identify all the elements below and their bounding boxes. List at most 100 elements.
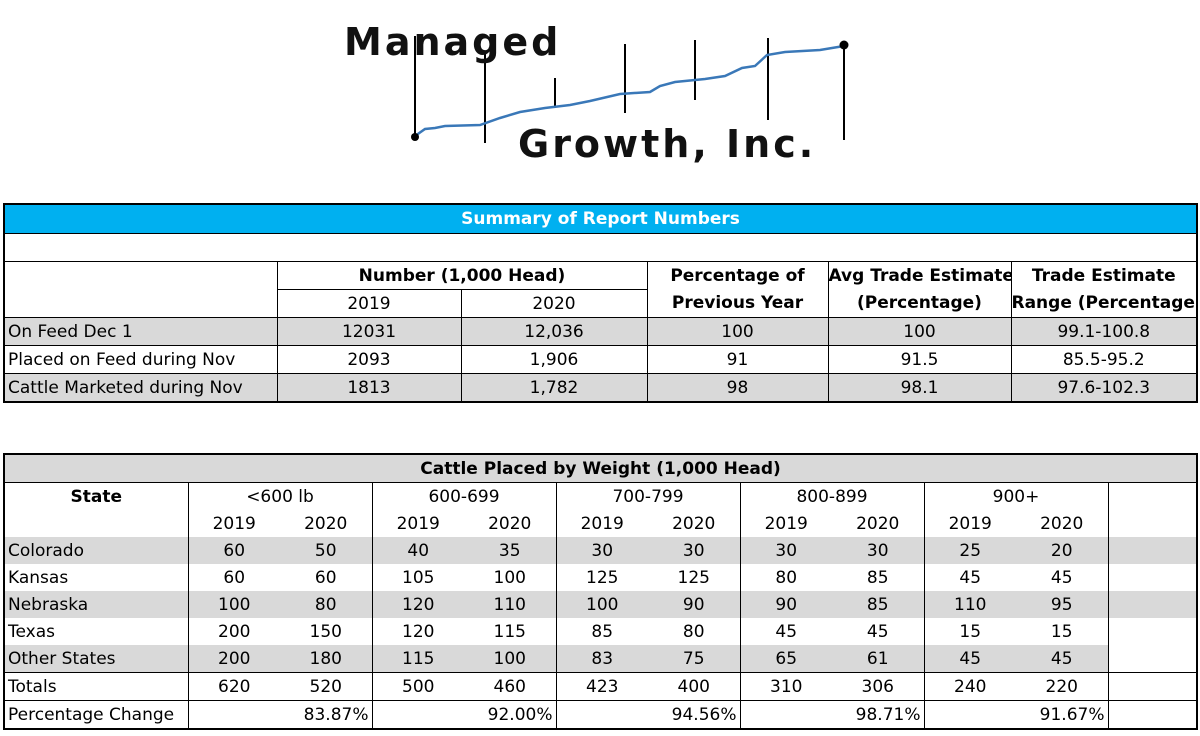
value-cell: 40 xyxy=(372,537,464,564)
value-cell: 95 xyxy=(1016,591,1109,618)
value-cell: 61 xyxy=(832,645,925,673)
value-cell: 115 xyxy=(372,645,464,673)
value-cell: 80 xyxy=(648,618,741,645)
weight-group-header: <600 lb xyxy=(188,482,373,510)
weight-title: Cattle Placed by Weight (1,000 Head) xyxy=(4,454,1198,483)
value-cell: 45 xyxy=(1016,645,1109,673)
weight-group-header: 700-799 xyxy=(556,482,741,510)
value-cell: 30 xyxy=(556,537,648,564)
state-header: State xyxy=(4,482,189,510)
value-cell: 105 xyxy=(402,567,435,588)
table-row: On Feed Dec 1 12031 12,036 100 100 99.1-… xyxy=(3,317,1198,346)
value-cell: 45 xyxy=(959,567,982,588)
value-cell: 85 xyxy=(591,621,614,642)
value-cell: 30 xyxy=(648,537,741,564)
value-cell: 125 xyxy=(586,567,619,588)
year-2019-header: 2019 xyxy=(276,289,462,318)
summary-table: Summary of Report Numbers Number (1,000 … xyxy=(3,203,1199,403)
weight-group-header: 800-899 xyxy=(740,482,925,510)
value-cell: 15 xyxy=(959,621,982,642)
value-cell: 120 xyxy=(402,621,435,642)
pct-change-cell: 92.00% xyxy=(372,700,557,729)
value-cell: 25 xyxy=(924,537,1016,564)
row-label: On Feed Dec 1 xyxy=(3,317,278,346)
state-label: Other States xyxy=(4,645,189,673)
year-2020-header: 2020 xyxy=(460,289,648,318)
growth-line-graphic xyxy=(411,36,849,143)
state-label: Nebraska xyxy=(4,591,189,618)
year-header: 2020 xyxy=(832,510,925,537)
year-header: 2020 xyxy=(648,510,741,537)
value-2020: 1,782 xyxy=(460,373,648,402)
value-cell: 20 xyxy=(1016,537,1109,564)
value-cell: 85 xyxy=(832,564,925,591)
percentage-change-row: Percentage Change 83.87% 92.00% 94.56% 9… xyxy=(4,700,1198,729)
totals-label: Totals xyxy=(4,672,189,701)
range-value: 97.6-102.3 xyxy=(1010,373,1198,402)
pct-change-label: Percentage Change xyxy=(4,700,189,729)
value-2019: 2093 xyxy=(276,345,462,374)
value-cell: 110 xyxy=(924,591,1016,618)
value-cell: 30 xyxy=(740,537,832,564)
summary-title-row: Summary of Report Numbers xyxy=(3,203,1198,234)
value-cell: 75 xyxy=(648,645,741,673)
value-cell: 110 xyxy=(464,591,557,618)
total-cell: 520 xyxy=(280,672,373,701)
table-row: Placed on Feed during Nov 2093 1,906 91 … xyxy=(3,345,1198,374)
total-cell: 306 xyxy=(832,672,925,701)
weight-header-row-1: State <600 lb 600-699 700-799 800-899 90… xyxy=(4,482,1197,510)
avg-est-header-2: (Percentage) xyxy=(827,289,1012,318)
avg-est-header-1: Avg Trade Estimate xyxy=(827,261,1012,290)
weight-group-header: 900+ xyxy=(924,482,1109,510)
summary-header-row-2: 2019 2020 Previous Year (Percentage) Ran… xyxy=(4,289,1198,318)
table-row: Other States 200 180 115 100 83 75 65 61… xyxy=(4,645,1198,673)
total-cell: 620 xyxy=(188,672,280,701)
summary-header-row-1: Number (1,000 Head) Percentage of Avg Tr… xyxy=(3,261,1198,318)
value-cell: 85 xyxy=(832,591,925,618)
value-2020: 12,036 xyxy=(460,317,648,346)
pct-change-cell: 94.56% xyxy=(556,700,741,729)
value-cell: 115 xyxy=(464,618,557,645)
value-cell: 35 xyxy=(464,537,557,564)
totals-row: Totals 620 520 500 460 423 400 310 306 2… xyxy=(4,672,1198,701)
value-cell: 45 xyxy=(924,645,1016,673)
pct-change-cell: 98.71% xyxy=(740,700,925,729)
value-cell: 100 xyxy=(188,591,280,618)
range-header-1: Trade Estimate xyxy=(1010,261,1198,290)
value-2020: 1,906 xyxy=(460,345,648,374)
avg-est-value: 91.5 xyxy=(827,345,1012,374)
pct-change-cell: 83.87% xyxy=(188,700,373,729)
total-cell: 460 xyxy=(464,672,557,701)
value-cell: 125 xyxy=(648,564,741,591)
weight-header-row-2: 2019 2020 2019 2020 2019 2020 2019 2020 … xyxy=(4,510,1197,537)
pct-prev-value: 100 xyxy=(646,317,829,346)
year-header: 2019 xyxy=(580,513,624,534)
value-cell: 60 xyxy=(223,567,246,588)
year-header: 2020 xyxy=(464,510,557,537)
pct-change-cell: 91.67% xyxy=(924,700,1109,729)
table-row: Nebraska 100 80 120 110 100 90 90 85 110… xyxy=(4,591,1198,618)
row-label: Cattle Marketed during Nov xyxy=(3,373,278,402)
pct-prev-header-2: Previous Year xyxy=(646,289,829,318)
value-cell: 45 xyxy=(832,618,925,645)
value-cell: 60 xyxy=(188,537,280,564)
value-cell: 30 xyxy=(832,537,925,564)
value-cell: 90 xyxy=(740,591,832,618)
value-cell: 80 xyxy=(280,591,373,618)
range-header-2: Range (Percentage) xyxy=(1010,289,1198,318)
row-label: Placed on Feed during Nov xyxy=(3,345,278,374)
value-cell: 80 xyxy=(775,567,798,588)
value-cell: 100 xyxy=(464,564,557,591)
pct-prev-header-1: Percentage of xyxy=(646,261,829,290)
value-cell: 83 xyxy=(556,645,648,673)
range-value: 99.1-100.8 xyxy=(1010,317,1198,346)
value-cell: 100 xyxy=(556,591,648,618)
year-header: 2019 xyxy=(948,513,992,534)
pct-prev-value: 91 xyxy=(646,345,829,374)
value-cell: 200 xyxy=(188,645,280,673)
table-row: Cattle Marketed during Nov 1813 1,782 98… xyxy=(3,373,1198,402)
table-row: Colorado 60 50 40 35 30 30 30 30 25 20 xyxy=(4,537,1198,564)
state-label: Kansas xyxy=(4,564,189,591)
cattle-weight-table: Cattle Placed by Weight (1,000 Head) Sta… xyxy=(3,453,1199,730)
year-header: 2019 xyxy=(764,513,808,534)
